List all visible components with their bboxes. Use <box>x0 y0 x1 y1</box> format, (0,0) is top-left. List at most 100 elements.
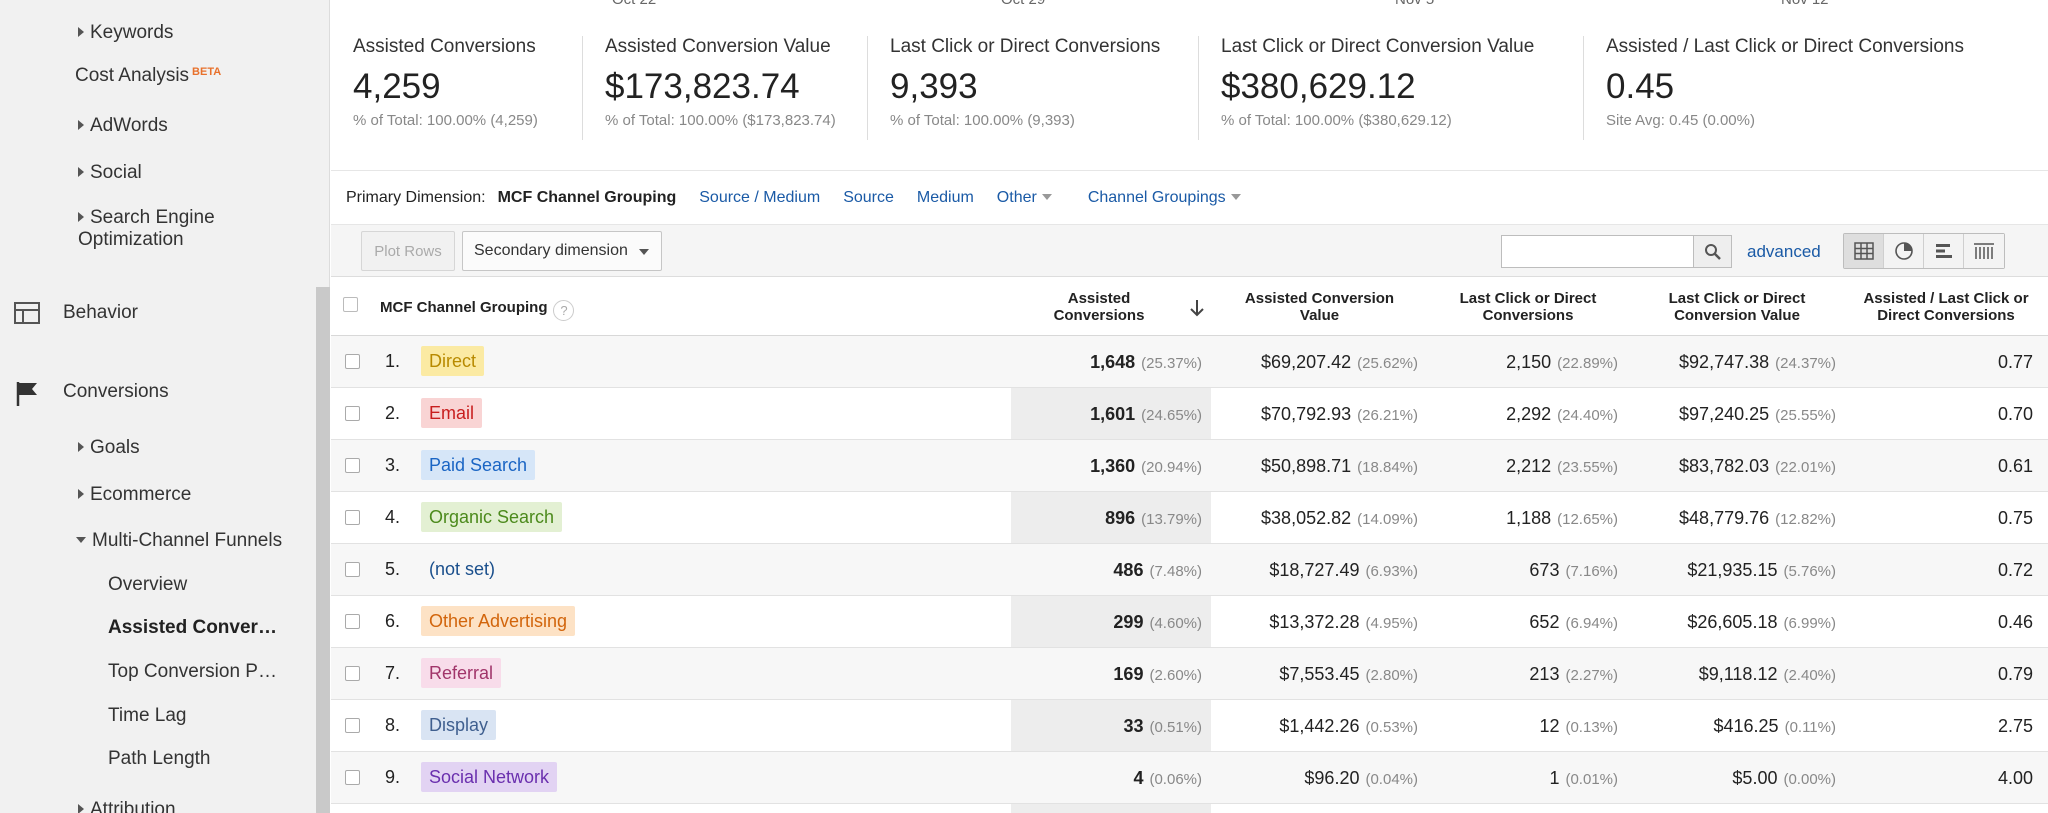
channel-groupings-dropdown[interactable]: Channel Groupings <box>1088 189 1241 207</box>
row-checkbox[interactable] <box>345 666 360 681</box>
help-icon[interactable]: ? <box>553 300 575 321</box>
table-row: 3. Paid Search 1,360 (20.94%) $50,898.71 (18.… <box>331 440 2048 492</box>
dimension-source[interactable]: Source <box>843 188 894 206</box>
cell-assisted-conversion-value: $1,442.26 (0.53%) <box>1279 716 1418 736</box>
pie-view-button[interactable] <box>1884 234 1924 268</box>
sidebar-item-cost-analysis[interactable]: Cost Analysis BETA <box>75 65 222 86</box>
header-assisted-conversion-value[interactable]: Assisted Conversion Value <box>1244 290 1395 324</box>
sidebar-item-social[interactable]: Social <box>78 162 142 184</box>
scorecard-assisted-conversion-value[interactable]: Assisted Conversion Value $173,823.74 % … <box>583 36 868 140</box>
dimension-other-dropdown[interactable]: Other <box>997 189 1052 207</box>
cell-last-click-conversion-value: $21,935.15 (5.76%) <box>1687 560 1836 580</box>
cell-assisted-conversions: 33 (0.51%) <box>1123 716 1202 736</box>
row-checkbox[interactable] <box>345 458 360 473</box>
channel-link[interactable]: Other Advertising <box>421 606 576 636</box>
cell-last-click-conversion-value: $26,605.18 (6.99%) <box>1687 612 1836 632</box>
dimension-source-medium[interactable]: Source / Medium <box>699 188 821 206</box>
comparison-view-button[interactable] <box>1964 234 2004 268</box>
chevron-down-icon <box>639 249 649 255</box>
table-view-button[interactable] <box>1844 234 1884 268</box>
scorecard-assisted-ratio[interactable]: Assisted / Last Click or Direct Conversi… <box>1584 36 2048 140</box>
cell-last-click-conversions: 1 (0.01%) <box>1549 768 1618 788</box>
channel-link[interactable]: Referral <box>421 658 502 688</box>
sidebar-item-path-length[interactable]: Path Length <box>108 748 211 769</box>
table-toolbar: Plot Rows Secondary dimension advanced <box>331 224 2048 277</box>
primary-dimension-bar: Primary Dimension: MCF Channel Grouping … <box>331 170 2048 224</box>
channel-link[interactable]: Display <box>421 710 497 740</box>
sidebar-scrollbar[interactable] <box>316 287 330 813</box>
expand-arrow-icon <box>78 804 84 813</box>
dimension-mcf-channel-grouping[interactable]: MCF Channel Grouping <box>497 188 677 206</box>
row-checkbox[interactable] <box>345 770 360 785</box>
cell-assisted-conversions: 299 (4.60%) <box>1113 612 1202 632</box>
table-row: 4. Organic Search 896 (13.79%) $38,052.82 (14… <box>331 492 2048 544</box>
sidebar-item-ecommerce[interactable]: Ecommerce <box>78 484 191 506</box>
sidebar-item-behavior[interactable]: Behavior <box>63 302 138 323</box>
scorecard-subtext: Site Avg: 0.45 (0.00%) <box>1606 112 1755 129</box>
table-search-input[interactable] <box>1501 235 1694 268</box>
cell-last-click-conversion-value: $416.25 (0.11%) <box>1713 716 1837 736</box>
scorecard-last-click-conversion-value[interactable]: Last Click or Direct Conversion Value $3… <box>1199 36 1584 140</box>
channel-link[interactable]: Social Network <box>421 762 558 792</box>
sidebar-item-seo[interactable]: Search Engine Optimization <box>78 207 215 250</box>
pie-chart-icon <box>1894 242 1913 260</box>
dimension-medium[interactable]: Medium <box>916 188 974 206</box>
expand-arrow-icon <box>78 167 84 177</box>
sidebar-item-top-conversion-paths[interactable]: Top Conversion P… <box>108 661 277 682</box>
scorecard-assisted-conversions[interactable]: Assisted Conversions 4,259 % of Total: 1… <box>331 36 583 140</box>
scorecard-value: 0.45 <box>1606 67 1675 106</box>
channel-link[interactable]: Email <box>421 398 483 428</box>
chevron-down-icon <box>1230 193 1241 200</box>
cell-last-click-conversion-value: $48,779.76 (12.82%) <box>1679 508 1836 528</box>
header-last-click-conversions[interactable]: Last Click or Direct Conversions <box>1459 290 1597 324</box>
channel-link[interactable]: Paid Search <box>421 450 536 480</box>
bar-chart-icon <box>1935 244 1952 258</box>
row-rank: 5. <box>385 559 401 579</box>
cell-last-click-conversions: 2,212 (23.55%) <box>1506 456 1618 476</box>
cell-assisted-ratio: 0.46 <box>1997 612 2033 632</box>
row-checkbox[interactable] <box>345 614 360 629</box>
table-row: 2. Email 1,601 (24.65%) $70,792.93 (26.21%) 2,… <box>331 388 2048 440</box>
row-checkbox[interactable] <box>345 718 360 733</box>
cell-assisted-conversion-value: $96.20 (0.04%) <box>1304 768 1418 788</box>
advanced-filter-link[interactable]: advanced <box>1747 242 1821 261</box>
table-row: 6. Other Advertising 299 (4.60%) $13,372.28(… <box>331 596 2048 648</box>
channel-link[interactable]: (not set) <box>429 559 496 579</box>
sidebar-item-time-lag[interactable]: Time Lag <box>108 705 187 726</box>
cell-last-click-conversions: 673 (7.16%) <box>1529 560 1618 580</box>
header-mcf-channel-grouping[interactable]: MCF Channel Grouping? <box>380 299 575 321</box>
sidebar-item-conversions[interactable]: Conversions <box>63 381 169 402</box>
sort-descending-icon[interactable] <box>1189 298 1205 318</box>
plot-rows-button[interactable]: Plot Rows <box>361 231 455 271</box>
row-rank: 3. <box>385 455 401 475</box>
expand-arrow-icon <box>78 212 84 222</box>
cell-assisted-ratio: 0.79 <box>1997 664 2033 684</box>
sidebar-item-overview[interactable]: Overview <box>108 574 188 595</box>
sidebar-item-attribution[interactable]: Attribution <box>78 799 176 813</box>
header-assisted-conversions[interactable]: Assisted Conversions <box>1053 290 1145 324</box>
secondary-dimension-dropdown[interactable]: Secondary dimension <box>462 231 662 271</box>
cell-assisted-ratio: 0.72 <box>1997 560 2033 580</box>
sidebar-item-assisted-conversions[interactable]: Assisted Conver… <box>108 617 277 638</box>
channel-link[interactable]: Organic Search <box>421 502 563 532</box>
cell-last-click-conversion-value: $97,240.25 (25.55%) <box>1679 404 1836 424</box>
scorecard-value: 4,259 <box>353 67 441 106</box>
performance-view-button[interactable] <box>1924 234 1964 268</box>
row-checkbox[interactable] <box>345 510 360 525</box>
search-button[interactable] <box>1694 235 1732 268</box>
header-last-click-conversion-value[interactable]: Last Click or Direct Conversion Value <box>1668 290 1806 324</box>
data-table: MCF Channel Grouping? Assisted Conversion… <box>331 277 2048 813</box>
header-assisted-ratio[interactable]: Assisted / Last Click or Direct Conversio… <box>1863 290 2029 324</box>
row-checkbox[interactable] <box>345 354 360 369</box>
select-all-checkbox[interactable] <box>343 297 358 312</box>
cell-last-click-conversions: 1,188 (12.65%) <box>1506 508 1618 528</box>
table-row: 8. Display 33 (0.51%) $1,442.26 (0.53%) 12 (0.1… <box>331 700 2048 752</box>
row-checkbox[interactable] <box>345 406 360 421</box>
sidebar-item-goals[interactable]: Goals <box>78 437 140 459</box>
sidebar-item-adwords[interactable]: AdWords <box>78 115 168 137</box>
sidebar-item-keywords[interactable]: Keywords <box>78 22 173 44</box>
scorecard-last-click-conversions[interactable]: Last Click or Direct Conversions 9,393 %… <box>868 36 1199 140</box>
row-checkbox[interactable] <box>345 562 360 577</box>
sidebar-item-multi-channel-funnels[interactable]: Multi-Channel Funnels <box>76 530 282 552</box>
channel-link[interactable]: Direct <box>421 346 485 376</box>
